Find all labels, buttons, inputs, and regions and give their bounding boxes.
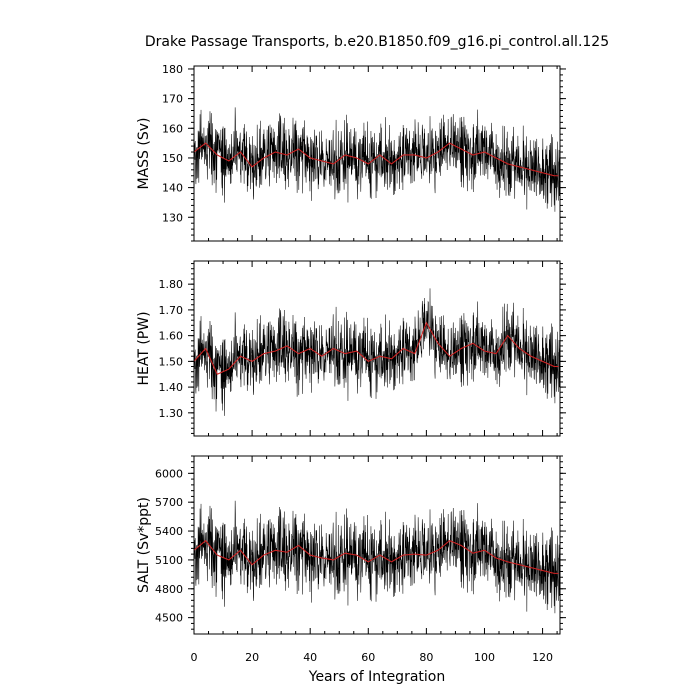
panel-heat: 1.30 1.40 1.50 1.60 1.70 1.80 HEAT (PW) xyxy=(136,260,566,437)
x-tick-label: 20 xyxy=(245,651,259,664)
mass-raw-series xyxy=(193,107,561,212)
x-tick-label: 100 xyxy=(474,651,495,664)
salt-frame xyxy=(193,455,561,635)
heat-y-tick-label: 1.80 xyxy=(159,278,184,291)
salt-smoothed-series xyxy=(193,539,559,574)
x-tick-label: 40 xyxy=(303,651,317,664)
chart-title: Drake Passage Transports, b.e20.B1850.f0… xyxy=(145,34,609,50)
heat-y-tick-label: 1.50 xyxy=(159,355,184,368)
heat-y-tick-label: 1.60 xyxy=(159,330,184,343)
heat-y-tick-label: 1.70 xyxy=(159,304,184,317)
heat-y-tick-label: 1.40 xyxy=(159,381,184,394)
mass-y-tick-label: 150 xyxy=(162,152,183,165)
mass-y-tick-label: 140 xyxy=(162,182,183,195)
panel-salt: 4500 4800 5100 5400 5700 6000 SALT (Sv*ppt) xyxy=(136,455,566,635)
x-tick-label: 120 xyxy=(532,651,553,664)
salt-y-tick-label: 4500 xyxy=(155,612,183,625)
mass-frame xyxy=(193,65,561,242)
x-tick-label: 0 xyxy=(191,651,198,664)
salt-y-tick-label: 5400 xyxy=(155,525,183,538)
heat-y-axis-title: HEAT (PW) xyxy=(136,311,152,385)
mass-y-axis-title: MASS (Sv) xyxy=(136,118,152,190)
x-axis-title: Years of Integration xyxy=(308,669,445,685)
panel-mass: 130 140 150 160 170 180 MASS (Sv) xyxy=(136,63,566,242)
mass-y-tick-label: 180 xyxy=(162,63,183,76)
heat-smoothed-series xyxy=(193,321,559,375)
salt-y-axis-title: SALT (Sv*ppt) xyxy=(136,497,152,593)
x-tick-label: 80 xyxy=(419,651,433,664)
heat-frame xyxy=(193,260,561,437)
heat-raw-series xyxy=(193,288,561,416)
salt-y-tick-label: 4800 xyxy=(155,583,183,596)
heat-y-tick-label: 1.30 xyxy=(159,407,184,420)
mass-smoothed-series xyxy=(193,142,559,177)
mass-y-tick-label: 160 xyxy=(162,122,183,135)
salt-y-tick-label: 5100 xyxy=(155,554,183,567)
mass-y-tick-label: 130 xyxy=(162,211,183,224)
mass-y-tick-label: 170 xyxy=(162,93,183,106)
salt-y-tick-label: 6000 xyxy=(155,467,183,480)
x-tick-label: 60 xyxy=(361,651,375,664)
salt-y-tick-label: 5700 xyxy=(155,496,183,509)
salt-raw-series xyxy=(193,500,561,614)
